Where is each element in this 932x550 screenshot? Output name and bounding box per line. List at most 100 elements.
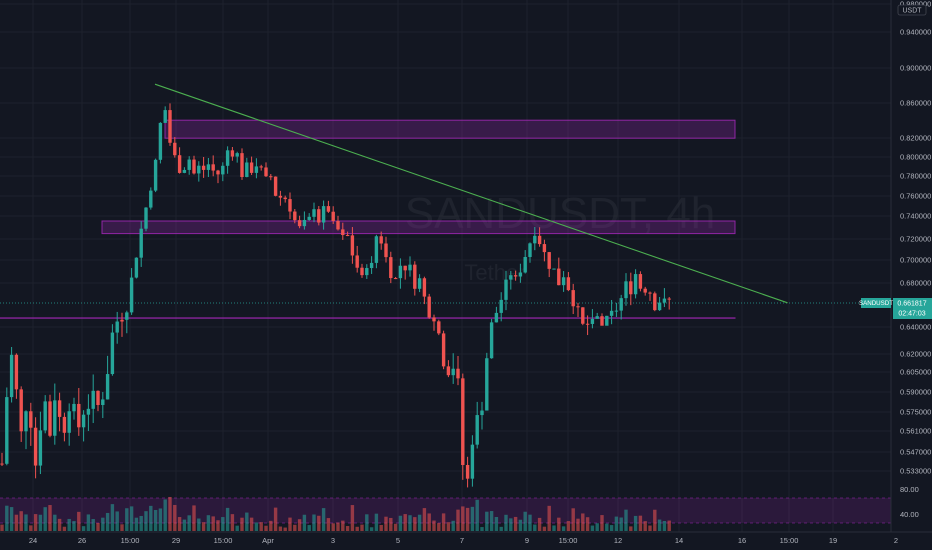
last-price-symbol: SANDUSDT xyxy=(859,300,893,307)
candle-body xyxy=(77,403,81,428)
volume-bar xyxy=(341,520,345,531)
volume-bar xyxy=(360,524,364,531)
volume-bar xyxy=(403,514,407,531)
volume-bar xyxy=(446,522,451,531)
time-label: 2 xyxy=(894,536,898,545)
price-label: 0.590000 xyxy=(900,388,931,397)
volume-bar xyxy=(211,516,215,531)
candle-body xyxy=(470,444,475,479)
volume-bar xyxy=(245,512,249,531)
candle-body xyxy=(485,358,489,411)
price-axis[interactable] xyxy=(891,0,932,550)
volume-bar xyxy=(24,514,28,531)
volume-bar xyxy=(177,517,182,531)
candle-body xyxy=(571,290,575,307)
volume-bar xyxy=(273,507,278,531)
trendline[interactable] xyxy=(154,83,788,304)
volume-bar xyxy=(77,511,81,531)
time-label: 14 xyxy=(675,536,683,545)
candle-body xyxy=(67,411,71,433)
volume-bar xyxy=(307,525,311,531)
candle-body xyxy=(235,153,239,157)
currency-badge[interactable] xyxy=(897,4,927,16)
volume-bar xyxy=(331,523,335,531)
price-label: 0.780000 xyxy=(900,172,931,181)
zone-0[interactable] xyxy=(164,119,736,139)
volume-bar xyxy=(192,505,196,531)
volume-bar xyxy=(264,525,268,531)
volume-bar xyxy=(149,505,153,531)
volume-band-label: 40.00 xyxy=(900,510,919,519)
volume-bar xyxy=(629,526,633,531)
candle-body xyxy=(662,298,667,303)
candle-body xyxy=(528,243,532,257)
candle-body xyxy=(494,312,499,323)
candle-body xyxy=(120,319,124,322)
zones xyxy=(0,119,891,319)
volume-bar xyxy=(345,526,350,531)
candle-body xyxy=(177,155,182,173)
volume-bar xyxy=(614,516,619,531)
volume-bar xyxy=(206,515,211,531)
volume-pane xyxy=(0,497,891,524)
candle-body xyxy=(264,167,268,177)
candle-body xyxy=(513,275,518,277)
volume-bar xyxy=(120,524,124,531)
candle-body xyxy=(0,463,4,465)
candle-body xyxy=(413,264,417,289)
volume-bar xyxy=(571,508,575,531)
candle-body xyxy=(211,164,215,171)
candle-body xyxy=(398,265,403,279)
watermark-quote: Tether xyxy=(464,260,525,285)
candle-body xyxy=(110,332,115,375)
candle-body xyxy=(629,281,633,295)
candle-body xyxy=(547,252,551,269)
candle-body xyxy=(437,321,441,334)
volume-bar xyxy=(302,514,307,531)
volume-bar xyxy=(461,506,465,531)
time-label: 15:00 xyxy=(780,536,799,545)
volume-bar xyxy=(91,519,95,531)
time-label: 12 xyxy=(614,536,622,545)
candle-body xyxy=(326,206,331,212)
candle-body xyxy=(317,209,321,223)
candle-body xyxy=(566,277,571,291)
volume-bar xyxy=(417,514,422,531)
candle-body xyxy=(624,281,628,299)
price-label: 0.820000 xyxy=(900,134,931,143)
volume-bar xyxy=(365,514,369,531)
candle-body xyxy=(254,166,259,173)
price-label: 0.620000 xyxy=(900,350,931,359)
volume-bar xyxy=(81,526,86,531)
volume-bar xyxy=(576,518,580,531)
candle-body xyxy=(288,199,292,212)
zone-1[interactable] xyxy=(101,220,736,235)
candle-body xyxy=(9,354,14,398)
candle-body xyxy=(614,310,619,312)
candle-body xyxy=(638,274,643,289)
candle-body xyxy=(249,162,254,173)
volume-bar xyxy=(101,517,105,531)
volume-bar xyxy=(355,526,359,531)
volume-bar xyxy=(72,521,76,531)
time-axis-labels[interactable]: 24 26 15:00 29 15:00 Apr 3 5 7 9 15:00 12 14 16 15:00 1… xyxy=(29,536,898,545)
time-label: 26 xyxy=(78,536,86,545)
volume-bar xyxy=(552,525,556,531)
time-label: 16 xyxy=(738,536,746,545)
volume-bar xyxy=(566,521,571,531)
candle-body xyxy=(585,323,590,325)
volume-bar xyxy=(115,511,119,531)
candle-body xyxy=(456,368,460,379)
candle-body xyxy=(125,312,129,320)
candle-body xyxy=(81,414,86,428)
volume-bar xyxy=(38,514,43,531)
candle-body xyxy=(312,209,316,217)
volume-bar xyxy=(451,520,455,531)
time-label: 7 xyxy=(460,536,464,545)
candle-body xyxy=(605,315,609,326)
candle-body xyxy=(62,416,67,433)
volume-bar xyxy=(312,514,316,531)
candle-body xyxy=(648,292,652,294)
candle-body xyxy=(206,164,211,170)
